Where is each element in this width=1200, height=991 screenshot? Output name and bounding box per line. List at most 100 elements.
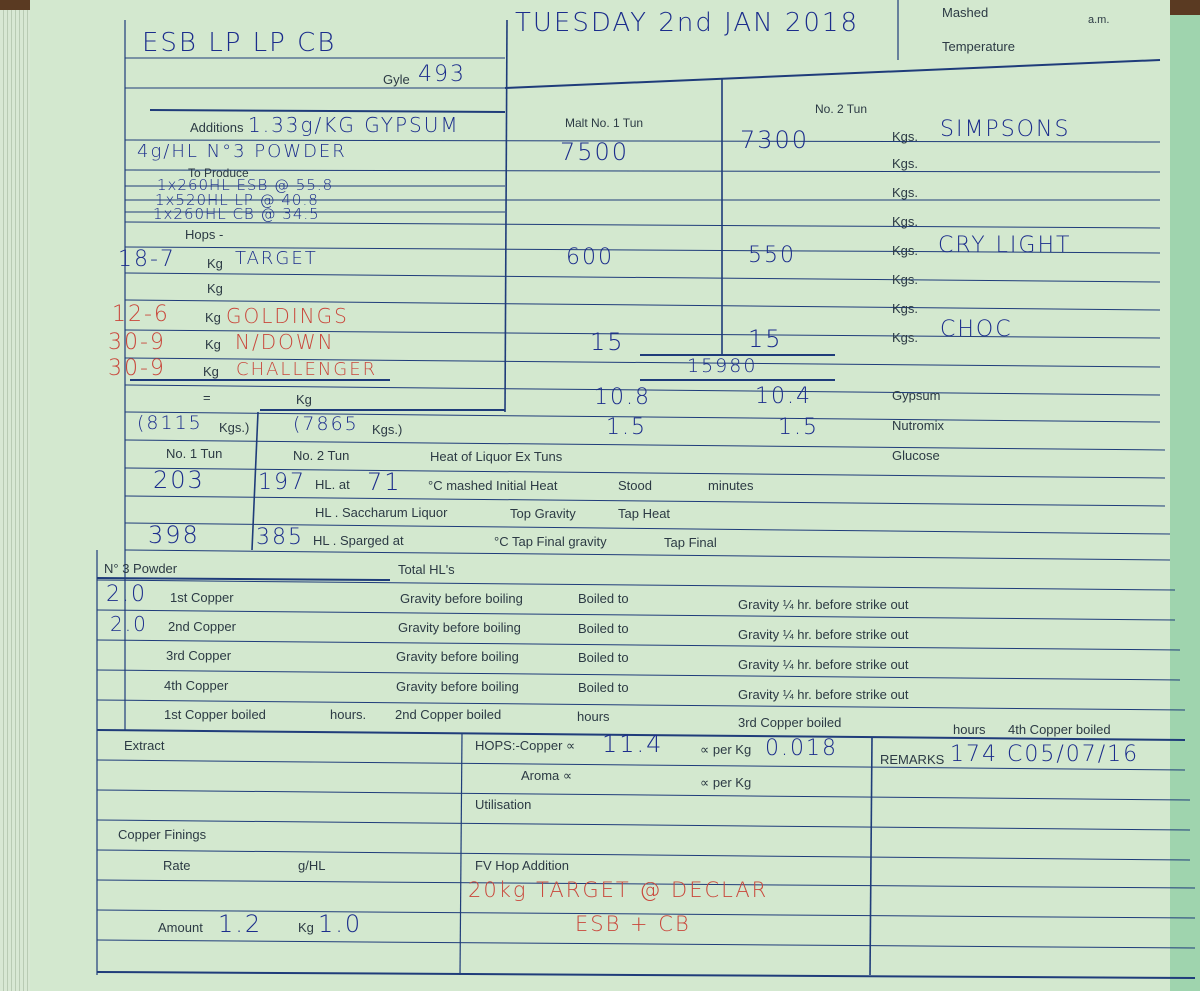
utilisation-label: Utilisation [475, 797, 532, 812]
kgs-label: Kgs. [892, 156, 919, 171]
gravity-quarter-hr: Gravity ¼ hr. before strike out [738, 687, 909, 702]
hop-1-name: TARGET [235, 248, 318, 269]
kgs-paren-label: Kgs.) [219, 420, 250, 435]
first-copper-boiled: 1st Copper boiled [164, 707, 266, 722]
fv-hop-line-1: 20kg TARGET @ DECLAR [468, 878, 769, 902]
kgs-label: Kgs. [892, 129, 919, 144]
alpha-per-kg-label: ∝ per Kg [700, 742, 752, 757]
mash-temp: 71 [367, 468, 402, 496]
aroma-label: Aroma ∝ [521, 768, 573, 783]
tun1-hl: 203 [153, 466, 205, 494]
g-hl-label: g/HL [298, 858, 326, 873]
copper-2-label: 2nd Copper [168, 619, 236, 634]
no2-tun-label: No. 2 Tun [815, 102, 868, 116]
tun2-choc: 15 [748, 325, 783, 353]
gyle-value: 493 [418, 62, 466, 87]
malt3-name: CHOC [940, 317, 1013, 342]
nutromix-label: Nutromix [892, 418, 945, 433]
top-gravity-label: Top Gravity [510, 506, 576, 521]
sparge-tun2: 385 [256, 525, 304, 550]
fourth-copper-boiled: 4th Copper boiled [1008, 722, 1111, 737]
copper-4-label: 4th Copper [164, 678, 229, 693]
equals-label: = [203, 390, 211, 405]
kg-label: Kg [207, 281, 223, 296]
gravity-before-boiling: Gravity before boiling [400, 591, 523, 606]
heat-of-liquor-label: Heat of Liquor Ex Tuns [430, 449, 563, 464]
boiled-to: Boiled to [578, 621, 629, 636]
kgs-label: Kgs. [892, 301, 919, 316]
gravity-before-boiling: Gravity before boiling [398, 620, 521, 635]
sparged-label: HL . Sparged at [313, 533, 404, 548]
hours-label: hours [577, 709, 610, 724]
hop-2-kg: 12-6 [112, 302, 170, 327]
tun1-crystal: 600 [566, 245, 614, 270]
to-produce-label: To Produce [188, 166, 249, 180]
mashed-label: Mashed [942, 5, 989, 20]
tun1-choc: 15 [590, 328, 625, 356]
kgs-paren-label: Kgs.) [372, 422, 403, 437]
tap-heat-label: Tap Heat [618, 506, 671, 521]
hops-copper-label: HOPS:-Copper ∝ [475, 738, 576, 753]
remarks-label: REMARKS [880, 752, 945, 767]
hop-3-name: N/DOWN [235, 330, 335, 354]
mashed-initial-heat-label: °C mashed Initial Heat [428, 478, 558, 493]
no3-powder-label: N° 3 Powder [104, 561, 178, 576]
fv-hop-line-2: ESB + CB [575, 912, 691, 936]
copper1-powder: 2.0 [106, 582, 147, 607]
copper-alpha: 11.4 [602, 730, 664, 758]
kgs-label: Kgs. [892, 272, 919, 287]
malt-total: 15980 [687, 355, 758, 377]
additions-value: 1.33g/KG GYPSUM [248, 113, 460, 137]
kg-label: Kg [203, 364, 219, 379]
tap-final-gravity-label: °C Tap Final gravity [494, 534, 607, 549]
hop-4-name: CHALLENGER [236, 359, 378, 380]
glucose-label: Glucose [892, 448, 940, 463]
hop-2-name: GOLDINGS [226, 304, 349, 328]
malt-no1-tun-label: Malt No. 1 Tun [565, 116, 644, 130]
stood-label: Stood [618, 478, 652, 493]
amount-value-1: 1.2 [218, 910, 263, 938]
hops-label: Hops - [185, 227, 224, 242]
tun1-kgs: (8115 [137, 412, 203, 434]
gyle-label: Gyle [383, 72, 410, 87]
hl-at-label: HL. at [315, 477, 350, 492]
remarks-value: 174 C05/07/16 [950, 742, 1140, 767]
total-hls-label: Total HL's [398, 562, 455, 577]
tun2-crystal: 550 [748, 243, 796, 268]
brew-date: TUESDAY 2nd JAN 2018 [515, 8, 859, 38]
gravity-quarter-hr: Gravity ¼ hr. before strike out [738, 627, 909, 642]
kgs-label: Kgs. [892, 243, 919, 258]
hop-4-kg: 30-9 [108, 356, 166, 381]
third-copper-boiled: 3rd Copper boiled [738, 715, 842, 730]
hop-1-kg: 18-7 [118, 247, 176, 272]
kg-label: Kg [296, 392, 312, 407]
nutromix-tun1: 1.5 [606, 415, 647, 440]
tun2-malt: 7300 [740, 126, 810, 154]
kg-label: Kg [207, 256, 223, 271]
malt2-name: CRY LIGHT [938, 233, 1072, 258]
gypsum-tun1: 10.8 [594, 385, 651, 410]
kg-label: Kg [205, 310, 221, 325]
produce-1: 1x260HL ESB @ 55.8 [157, 176, 334, 194]
no2-tun-label: No. 2 Tun [293, 448, 350, 463]
rate-label: Rate [163, 858, 191, 873]
kg-label: Kg [298, 920, 314, 935]
gypsum-tun2: 10.4 [755, 384, 812, 409]
brew-name: ESB LP LP CB [142, 28, 337, 58]
second-copper-boiled: 2nd Copper boiled [395, 707, 502, 722]
hours-label: hours [953, 722, 986, 737]
fv-hop-addition-label: FV Hop Addition [475, 858, 569, 873]
alpha-per-kg-label: ∝ per Kg [700, 775, 752, 790]
tun1-malt: 7500 [560, 138, 630, 166]
produce-3: 1x260HL CB @ 34.5 [153, 205, 320, 223]
boiled-to: Boiled to [578, 650, 629, 665]
sparge-tun1: 398 [148, 521, 200, 549]
kgs-label: Kgs. [892, 330, 919, 345]
kgs-label: Kgs. [892, 214, 919, 229]
malt1-name: SIMPSONS [940, 117, 1071, 142]
amount-value-2: 1.0 [318, 910, 363, 938]
powder-value: 4g/HL N°3 POWDER [137, 141, 347, 162]
gravity-quarter-hr: Gravity ¼ hr. before strike out [738, 597, 909, 612]
gravity-before-boiling: Gravity before boiling [396, 679, 519, 694]
